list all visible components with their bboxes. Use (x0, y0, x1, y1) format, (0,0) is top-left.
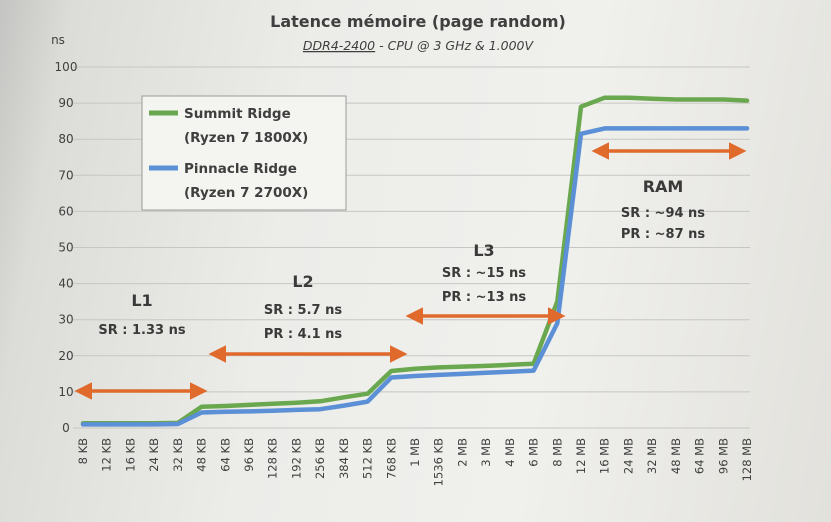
x-tick-label: 2 MB (455, 438, 469, 467)
annotation-ram-sr: SR : ~94 ns (621, 206, 705, 221)
x-tick-label: 8 KB (76, 438, 90, 465)
x-tick-label: 768 KB (384, 438, 398, 479)
y-tick-label: 40 (58, 277, 73, 291)
y-tick-label: 10 (58, 385, 73, 399)
y-tick-label: 90 (58, 96, 73, 110)
x-tick-label: 256 KB (313, 438, 327, 479)
series-line-1 (80, 126, 750, 427)
x-tick-label: 128 MB (740, 438, 754, 482)
y-tick-label: 80 (58, 132, 73, 146)
x-tick-label: 16 KB (123, 438, 137, 472)
x-tick-label: 96 KB (242, 438, 256, 472)
legend-label-pinnacle-ridge: Pinnacle Ridge (184, 161, 297, 177)
x-tick-label: 192 KB (289, 438, 303, 479)
annotation-l1: L1 SR : 1.33 ns (98, 291, 185, 338)
y-tick-label: 100 (55, 60, 78, 74)
y-tick-label: 30 (58, 313, 73, 327)
chart-subtitle-cpu: - CPU @ 3 GHz & 1.000V (375, 38, 534, 53)
x-axis-ticks: 8 KB 12 KB 16 KB 24 KB 32 KB 48 KB 64 KB 96 KB 1… (76, 438, 754, 486)
x-tick-label: 64 MB (693, 438, 707, 474)
legend-label-summit-ridge: Summit Ridge (184, 106, 291, 122)
x-tick-label: 3 MB (479, 438, 493, 467)
chart-title: Latence mémoire (page random) (270, 12, 566, 31)
x-tick-label: 48 KB (195, 438, 209, 472)
annotation-l3-pr: PR : ~13 ns (442, 290, 527, 305)
legend: Summit Ridge (Ryzen 7 1800X) Pinnacle Ri… (141, 95, 347, 211)
legend-sublabel-summit-ridge: (Ryzen 7 1800X) (184, 130, 308, 146)
annotation-ram-title: RAM (643, 177, 684, 196)
annotation-ram-pr: PR : ~87 ns (621, 227, 706, 242)
x-tick-label: 96 MB (716, 438, 730, 474)
x-tick-label: 384 KB (337, 438, 351, 479)
y-tick-label: 20 (58, 349, 73, 363)
x-tick-label: 64 KB (218, 438, 232, 472)
range-arrows (74, 142, 747, 400)
x-tick-label: 4 MB (503, 438, 517, 467)
annotation-l1-sr: SR : 1.33 ns (98, 323, 185, 338)
chart-subtitle: DDR4-2400 - CPU @ 3 GHz & 1.000V (303, 38, 535, 53)
x-tick-label: 24 MB (621, 438, 635, 474)
x-tick-label: 512 KB (361, 438, 375, 479)
x-tick-label: 16 MB (598, 438, 612, 474)
y-axis-ticks: 0 10 20 30 40 50 60 70 80 90 100 (55, 60, 78, 435)
annotation-l2-title: L2 (292, 272, 313, 291)
y-tick-label: 70 (58, 168, 73, 182)
y-tick-label: 0 (62, 421, 70, 435)
y-axis-unit: ns (51, 33, 65, 47)
x-tick-label: 128 KB (266, 438, 280, 479)
x-tick-label: 12 MB (574, 438, 588, 474)
annotation-l1-title: L1 (131, 291, 152, 310)
x-tick-label: 24 KB (147, 438, 161, 472)
chart-subtitle-ram: DDR4-2400 (303, 38, 375, 53)
x-tick-label: 48 MB (669, 438, 683, 474)
x-tick-label: 32 MB (645, 438, 659, 474)
x-tick-label: 12 KB (100, 438, 114, 472)
legend-sublabel-pinnacle-ridge: (Ryzen 7 2700X) (184, 185, 308, 201)
x-tick-label: 6 MB (527, 438, 541, 467)
annotation-l2: L2 SR : 5.7 ns PR : 4.1 ns (264, 272, 343, 342)
annotation-l2-pr: PR : 4.1 ns (264, 327, 343, 342)
annotation-l2-sr: SR : 5.7 ns (264, 303, 342, 318)
annotation-l3-sr: SR : ~15 ns (442, 266, 526, 281)
series-line-0 (80, 95, 750, 426)
annotation-l3-title: L3 (473, 241, 494, 260)
y-tick-label: 60 (58, 204, 73, 218)
y-tick-label: 50 (58, 241, 73, 255)
x-tick-label: 32 KB (171, 438, 185, 472)
x-tick-label: 1 MB (408, 438, 422, 467)
annotation-ram: RAM SR : ~94 ns PR : ~87 ns (621, 177, 706, 242)
x-tick-label: 1536 KB (432, 438, 446, 486)
annotation-l3: L3 SR : ~15 ns PR : ~13 ns (442, 241, 527, 305)
x-tick-label: 8 MB (550, 438, 564, 467)
series-lines (80, 95, 750, 427)
